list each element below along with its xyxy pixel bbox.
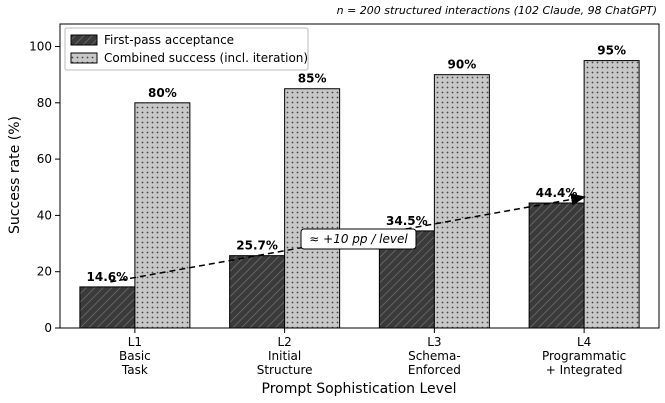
x-tick-label: Schema- (408, 349, 461, 363)
bar-first-pass (229, 255, 286, 329)
data-label-combined: 85% (298, 72, 327, 86)
x-tick-label: L1 (128, 335, 142, 349)
y-tick-label: 0 (44, 321, 52, 335)
plot-frame (59, 23, 660, 329)
x-axis-label: Prompt Sophistication Level (262, 381, 457, 397)
y-tick-label: 80 (37, 96, 52, 110)
trend-label-box (300, 228, 417, 250)
trend-label: ≈ +10 pp / level (309, 232, 408, 246)
y-tick-label: 100 (29, 40, 52, 54)
y-tick-label: 60 (37, 152, 52, 166)
x-tick-label: Initial (268, 349, 301, 363)
y-tick-label: 20 (37, 265, 52, 279)
data-label-combined: 80% (148, 86, 177, 100)
x-tick-label: Structure (257, 363, 313, 377)
y-tick-label: 40 (37, 208, 52, 222)
bar-first-pass (79, 286, 136, 329)
legend-swatch-combined (70, 52, 98, 64)
data-label-combined: 90% (448, 58, 477, 72)
legend-box (64, 27, 309, 71)
data-label-first-pass: 14.6% (87, 270, 129, 284)
bar-first-pass (528, 202, 585, 329)
chart-annotation-top: n = 200 structured interactions (102 Cla… (337, 4, 657, 17)
x-tick-label: + Integrated (546, 363, 623, 377)
x-tick-label: L2 (277, 335, 291, 349)
bar-combined (284, 88, 341, 329)
bar-combined (433, 74, 490, 329)
x-tick-label: Enforced (408, 363, 461, 377)
data-label-first-pass: 34.5% (386, 214, 428, 228)
y-axis-label: Success rate (%) (7, 116, 23, 234)
x-tick-label: Task (121, 363, 148, 377)
bar-combined (583, 60, 640, 329)
legend-swatch-first-pass (70, 34, 98, 46)
data-label-first-pass: 25.7% (236, 239, 278, 253)
legend-label-combined: Combined success (incl. iteration) (104, 51, 308, 65)
data-label-combined: 95% (597, 44, 626, 58)
x-tick-label: L4 (577, 335, 591, 349)
x-tick-label: Basic (119, 349, 151, 363)
x-tick-label: Programmatic (542, 349, 626, 363)
legend: First-pass acceptance Combined success (… (64, 27, 309, 71)
legend-label-first-pass: First-pass acceptance (104, 33, 234, 47)
data-label-first-pass: 44.4% (536, 186, 578, 200)
x-tick-label: L3 (427, 335, 441, 349)
bar-combined (134, 102, 191, 329)
